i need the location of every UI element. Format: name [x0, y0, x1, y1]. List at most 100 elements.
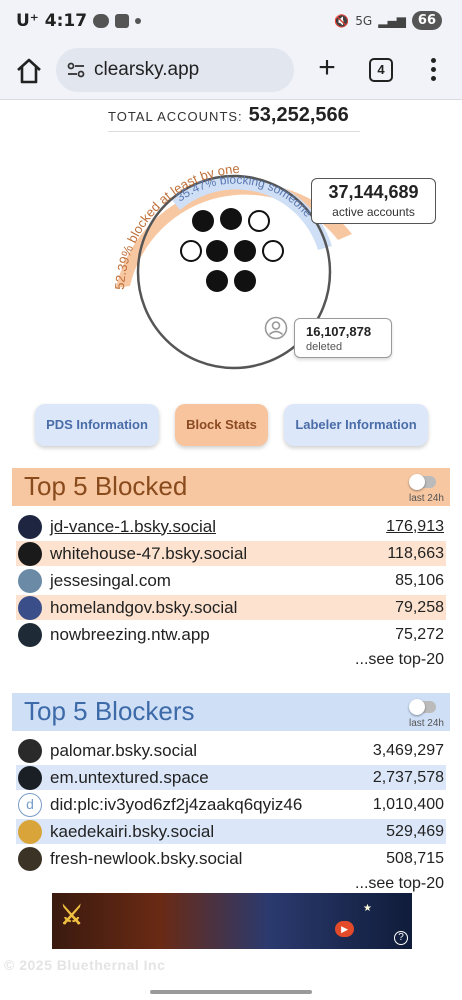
home-icon[interactable]: [14, 56, 44, 86]
row-count: 85,106: [395, 571, 444, 589]
row-count: 176,913: [386, 517, 444, 535]
row-handle[interactable]: homelandgov.bsky.social: [50, 597, 238, 617]
more-icon[interactable]: [426, 58, 440, 84]
see-top-20-link[interactable]: ...see top-20: [355, 651, 444, 668]
face-icon: [234, 240, 256, 262]
row-count: 79,258: [395, 598, 444, 616]
face-icon: [220, 208, 242, 230]
row-handle[interactable]: jessesingal.com: [50, 570, 171, 590]
row-handle[interactable]: fresh-newlook.bsky.social: [50, 848, 243, 868]
table-row[interactable]: jd-vance-1.bsky.social 176,913: [16, 514, 446, 539]
face-icon: [180, 240, 202, 262]
row-handle[interactable]: kaedekairi.bsky.social: [50, 821, 215, 841]
row-count: 75,272: [395, 625, 444, 643]
avatar: [18, 819, 42, 844]
avatar: [18, 568, 42, 593]
total-accounts: TOTAL ACCOUNTS: 53,252,566: [108, 104, 360, 132]
ad-cta-button[interactable]: ▶: [335, 921, 354, 937]
table-row[interactable]: nowbreezing.ntw.app 75,272: [16, 622, 446, 647]
active-accounts-callout: 37,144,689 active accounts: [311, 178, 436, 224]
deleted-accounts-callout: 16,107,878 deleted: [294, 318, 392, 358]
status-left: U⁺ 4:17: [16, 11, 142, 31]
avatar: [18, 765, 42, 790]
deleted-user-icon: [264, 316, 288, 340]
row-handle[interactable]: jd-vance-1.bsky.social: [50, 516, 216, 536]
see-top-20-link[interactable]: ...see top-20: [355, 875, 444, 892]
labeler-information-button[interactable]: Labeler Information: [284, 404, 428, 446]
avatar: [18, 622, 42, 647]
row-count: 529,469: [386, 822, 444, 840]
face-icon: [262, 240, 284, 262]
table-row[interactable]: palomar.bsky.social 3,469,297: [16, 738, 446, 763]
ad-artwork: ★: [363, 903, 372, 914]
plus-icon[interactable]: +: [318, 51, 336, 84]
avatar: [18, 514, 42, 539]
face-icon: [248, 210, 270, 232]
last-24h-toggle[interactable]: [409, 699, 436, 715]
table-row[interactable]: d did:plc:iv3yod6zf2j4zaakq6qyiz46 1,010…: [16, 792, 446, 817]
deleted-accounts-value: 16,107,878: [306, 324, 372, 339]
tabs-icon[interactable]: 4: [369, 58, 393, 82]
toggle-label: last 24h: [408, 718, 444, 729]
top-blockers-header: Top 5 Blockers last 24h: [12, 693, 450, 731]
block-stats-button[interactable]: Block Stats: [175, 404, 268, 446]
ad-logo: ⚔: [60, 901, 84, 931]
status-right: 🔇 5G ▂▄▆ 66: [334, 11, 442, 30]
table-row[interactable]: jessesingal.com 85,106: [16, 568, 446, 593]
row-count: 3,469,297: [372, 741, 444, 759]
account-faces: [178, 206, 288, 296]
last-24h-toggle[interactable]: [409, 474, 436, 490]
top-blocked-header: Top 5 Blocked last 24h: [12, 468, 450, 506]
footer-copyright: © 2025 Bluethernal Inc: [4, 957, 166, 973]
tune-icon[interactable]: [66, 60, 86, 80]
active-accounts-value: 37,144,689: [328, 182, 419, 202]
signal-icon: ▂▄▆: [378, 13, 406, 28]
table-row[interactable]: kaedekairi.bsky.social 529,469: [16, 819, 446, 844]
face-icon: [206, 240, 228, 262]
top-blocked-title: Top 5 Blocked: [24, 471, 188, 501]
ad-info-icon[interactable]: ?: [394, 931, 408, 945]
default-avatar-icon: d: [18, 792, 42, 817]
row-count: 2,737,578: [372, 768, 444, 786]
url-text[interactable]: clearsky.app: [94, 59, 200, 80]
row-count: 508,715: [386, 849, 444, 867]
avatar: [18, 541, 42, 566]
active-accounts-label: active accounts: [332, 205, 415, 219]
table-row[interactable]: whitehouse-47.bsky.social 118,663: [16, 541, 446, 566]
status-bar: U⁺ 4:17 🔇 5G ▂▄▆ 66: [0, 0, 462, 44]
pds-information-button[interactable]: PDS Information: [35, 404, 159, 446]
row-count: 118,663: [387, 544, 444, 562]
top-blockers-title: Top 5 Blockers: [24, 696, 195, 726]
row-handle[interactable]: palomar.bsky.social: [50, 740, 198, 760]
row-count: 1,010,400: [372, 795, 444, 813]
total-accounts-label: TOTAL ACCOUNTS:: [108, 109, 243, 124]
table-row[interactable]: homelandgov.bsky.social 79,258: [16, 595, 446, 620]
row-handle[interactable]: whitehouse-47.bsky.social: [50, 543, 248, 563]
notification-icon: [115, 14, 130, 28]
face-icon: [234, 270, 256, 292]
table-row[interactable]: em.untextured.space 2,737,578: [16, 765, 446, 790]
row-handle[interactable]: nowbreezing.ntw.app: [50, 624, 210, 644]
row-handle[interactable]: em.untextured.space: [50, 767, 209, 787]
browser-toolbar: clearsky.app + 4: [0, 44, 462, 100]
ad-banner[interactable]: ⚔ ★ ▶ ?: [52, 893, 412, 949]
address-bar[interactable]: clearsky.app: [56, 48, 294, 92]
talk-icon: [93, 14, 110, 28]
network-label: 5G: [355, 13, 373, 28]
accounts-gauge: 52.39% blocked at least by one 35.47% bl…: [112, 161, 352, 370]
total-accounts-value: 53,252,566: [248, 104, 349, 126]
deleted-accounts-label: deleted: [306, 341, 343, 353]
mute-icon: 🔇: [334, 13, 350, 28]
home-indicator[interactable]: [150, 990, 312, 994]
blocked-arc: [116, 183, 352, 288]
table-row[interactable]: fresh-newlook.bsky.social 508,715: [16, 846, 446, 871]
toggle-label: last 24h: [408, 493, 444, 504]
carrier-label: U⁺: [16, 11, 39, 31]
avatar: [18, 846, 42, 871]
more-notifications-icon: [135, 18, 142, 24]
battery-icon: 66: [411, 11, 442, 30]
row-handle[interactable]: did:plc:iv3yod6zf2j4zaakq6qyiz46: [50, 794, 303, 814]
face-icon: [206, 270, 228, 292]
accounts-ring: [136, 174, 332, 370]
avatar: [18, 595, 42, 620]
